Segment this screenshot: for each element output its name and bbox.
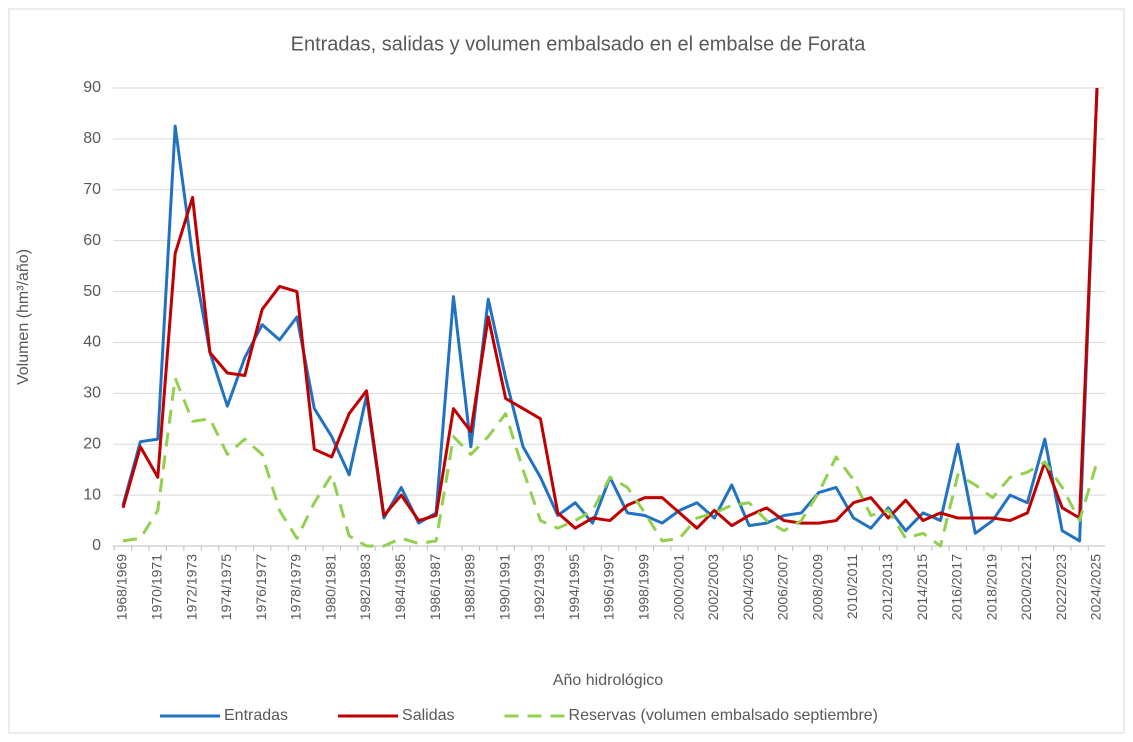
x-tick-label: 1972/1973 <box>183 554 199 620</box>
x-tick-label: 2000/2001 <box>670 554 686 620</box>
chart-frame <box>8 8 1125 734</box>
x-tick-label: 1984/1985 <box>392 554 408 620</box>
y-tick-label: 40 <box>83 334 101 351</box>
x-tick-label: 1996/1997 <box>601 554 617 620</box>
x-tick-label: 2022/2023 <box>1053 554 1069 620</box>
x-tick-label: 2004/2005 <box>740 554 756 620</box>
x-tick-label: 2002/2003 <box>705 554 721 620</box>
x-tick-label: 1968/1969 <box>114 554 130 620</box>
legend-label: Salidas <box>402 707 454 724</box>
y-tick-label: 90 <box>83 79 101 96</box>
x-tick-label: 1982/1983 <box>357 554 373 620</box>
x-tick-label: 1998/1999 <box>635 554 651 620</box>
y-tick-label: 60 <box>83 232 101 249</box>
x-tick-label: 1974/1975 <box>218 554 234 620</box>
y-tick-label: 80 <box>83 130 101 147</box>
x-tick-label: 2024/2025 <box>1088 554 1104 620</box>
series-line <box>121 87 1099 530</box>
y-tick-label: 0 <box>92 537 101 554</box>
y-tick-label: 20 <box>83 435 101 452</box>
x-tick-label: 1986/1987 <box>427 554 443 620</box>
x-tick-label: 2006/2007 <box>775 554 791 620</box>
x-tick-label: 2008/2009 <box>809 554 825 620</box>
y-tick-label: 50 <box>83 283 101 300</box>
x-tick-label: 2012/2013 <box>879 554 895 620</box>
chart-title: Entradas, salidas y volumen embalsado en… <box>291 33 867 55</box>
x-tick-label: 1992/1993 <box>531 554 547 620</box>
x-tick-label: 1994/1995 <box>566 554 582 620</box>
x-tick-label: 1970/1971 <box>148 554 164 620</box>
y-tick-label: 30 <box>83 385 101 402</box>
x-tick-label: 2016/2017 <box>949 554 965 620</box>
x-tick-label: 2020/2021 <box>1018 554 1034 620</box>
y-axis-label: Volumen (hm³/año) <box>15 249 32 385</box>
x-tick-label: 2014/2015 <box>914 554 930 620</box>
x-tick-label: 2010/2011 <box>844 554 860 619</box>
x-tick-label: 1990/1991 <box>496 554 512 620</box>
legend-label: Entradas <box>224 707 288 724</box>
x-tick-label: 1988/1989 <box>462 554 478 620</box>
x-tick-label: 1976/1977 <box>253 554 269 620</box>
x-tick-label: 2018/2019 <box>983 554 999 620</box>
legend-label: Reservas (volumen embalsado septiembre) <box>569 707 878 724</box>
x-axis-label: Año hidrológico <box>553 672 663 689</box>
x-tick-label: 1978/1979 <box>288 554 304 620</box>
series-line <box>122 376 1099 548</box>
y-tick-label: 70 <box>83 181 101 198</box>
y-tick-label: 10 <box>83 486 101 503</box>
x-tick-label: 1980/1981 <box>322 554 338 620</box>
plot-lines <box>121 87 1099 548</box>
